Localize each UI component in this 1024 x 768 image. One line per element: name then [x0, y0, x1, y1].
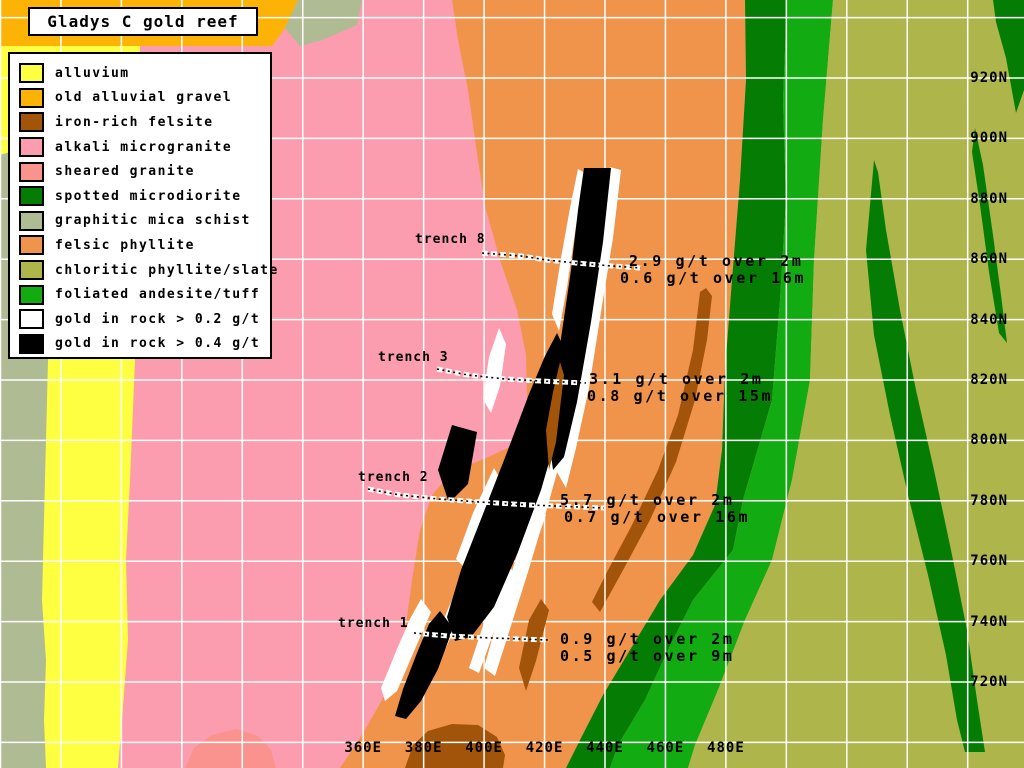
easting-label: 460E [646, 740, 685, 756]
easting-label: 420E [525, 740, 564, 756]
region-spotted-microdiorite [566, 0, 787, 768]
trench-label: trench 3 [378, 350, 449, 365]
region-graphitic-schist [285, 0, 362, 46]
legend-swatch-phyllite [19, 235, 44, 256]
legend-swatch-granite [19, 161, 44, 182]
northing-label: 860N [970, 251, 1008, 268]
easting-label: 360E [344, 740, 383, 756]
easting-label: 400E [465, 740, 503, 756]
legend-swatch-gold04 [19, 333, 44, 354]
assay-result: 0.8 g/t over 15m [587, 387, 774, 405]
trench-lines [367, 250, 642, 643]
trench-label: trench 1 [338, 616, 409, 631]
legend-item-phyllite: felsic phyllite [19, 233, 270, 258]
legend-item-schist: graphitic mica schist [19, 209, 270, 234]
legend-label: sheared granite [55, 164, 195, 180]
legend-label: alluvium [55, 65, 130, 81]
northing-label: 920N [970, 70, 1008, 86]
legend-label: graphitic mica schist [55, 213, 251, 229]
legend-item-gold02: gold in rock > 0.2 g/t [19, 307, 270, 332]
region-sheared-granite [185, 729, 276, 768]
assay-result: 0.9 g/t over 2m [560, 630, 735, 648]
legend-item-microdiorite: spotted microdiorite [19, 184, 270, 209]
region-foliated-andesite [610, 0, 833, 768]
region-iron-rich-felsite [405, 724, 505, 768]
assay-result: 2.9 g/t over 2m [629, 252, 804, 270]
assay-result: 0.7 g/t over 16m [564, 508, 751, 526]
legend-label: spotted microdiorite [55, 188, 242, 204]
legend-swatch-alluvium [19, 63, 44, 84]
legend-label: alkali microgranite [55, 139, 233, 155]
northing-label: 800N [970, 432, 1008, 449]
trench-label: trench 8 [415, 232, 486, 247]
northing-label: 840N [970, 311, 1008, 328]
region-iron-rich-felsite [592, 288, 712, 612]
legend-swatch-andesite [19, 284, 44, 305]
assay-result: 5.7 g/t over 2m [560, 491, 735, 509]
legend-label: gold in rock > 0.2 g/t [55, 311, 261, 327]
northing-label: 720N [970, 674, 1008, 690]
northing-label: 780N [970, 492, 1008, 509]
region-microdiorite-lens [993, 0, 1024, 113]
legend-item-felsite: iron-rich felsite [19, 110, 270, 135]
trench-label: trench 2 [358, 470, 429, 485]
legend-item-gravel: old alluvial gravel [19, 86, 270, 111]
legend-swatch-slate [19, 260, 44, 281]
gold-reef-gt04-lenses [395, 168, 611, 719]
legend-swatch-microdiorite [19, 186, 44, 207]
northing-label: 880N [970, 190, 1008, 207]
northing-label: 760N [970, 553, 1008, 570]
legend-swatch-microgranite [19, 137, 44, 158]
legend-swatch-schist [19, 210, 44, 231]
northing-label: 740N [970, 613, 1008, 630]
region-microdiorite-lens [972, 128, 1007, 343]
legend-label: foliated andesite/tuff [55, 287, 261, 303]
northing-label: 820N [970, 372, 1008, 388]
assay-result: 0.5 g/t over 9m [560, 647, 735, 665]
legend-item-microgranite: alkali microgranite [19, 135, 270, 160]
assay-result: 3.1 g/t over 2m [589, 370, 764, 388]
map-title: Gladys C gold reef [47, 12, 239, 31]
legend-label: old alluvial gravel [55, 90, 233, 106]
legend-item-alluvium: alluvium [19, 61, 270, 86]
legend-swatch-felsite [19, 112, 44, 133]
northing-label: 900N [970, 130, 1008, 147]
legend-item-slate: chloritic phyllite/slate [19, 258, 277, 283]
map-legend: alluvium old alluvial gravel iron-rich fel… [8, 52, 277, 359]
region-microdiorite-lens [866, 160, 985, 752]
legend-label: chloritic phyllite/slate [55, 262, 279, 278]
map-title-box: Gladys C gold reef [28, 7, 258, 36]
legend-label: iron-rich felsite [55, 114, 214, 130]
legend-label: gold in rock > 0.4 g/t [55, 336, 261, 352]
legend-swatch-gravel [19, 87, 44, 108]
assay-result: 0.6 g/t over 16m [620, 269, 807, 287]
legend-item-granite: sheared granite [19, 159, 270, 184]
easting-label: 440E [586, 740, 624, 756]
legend-swatch-gold02 [19, 309, 44, 330]
legend-item-gold04: gold in rock > 0.4 g/t [19, 332, 270, 357]
easting-label: 380E [404, 740, 443, 756]
region-iron-rich-felsite-sliver [546, 362, 564, 470]
region-iron-rich-felsite-sliver [519, 599, 549, 691]
easting-label: 480E [707, 740, 745, 756]
legend-item-andesite: foliated andesite/tuff [19, 282, 270, 307]
legend-label: felsic phyllite [55, 237, 195, 253]
